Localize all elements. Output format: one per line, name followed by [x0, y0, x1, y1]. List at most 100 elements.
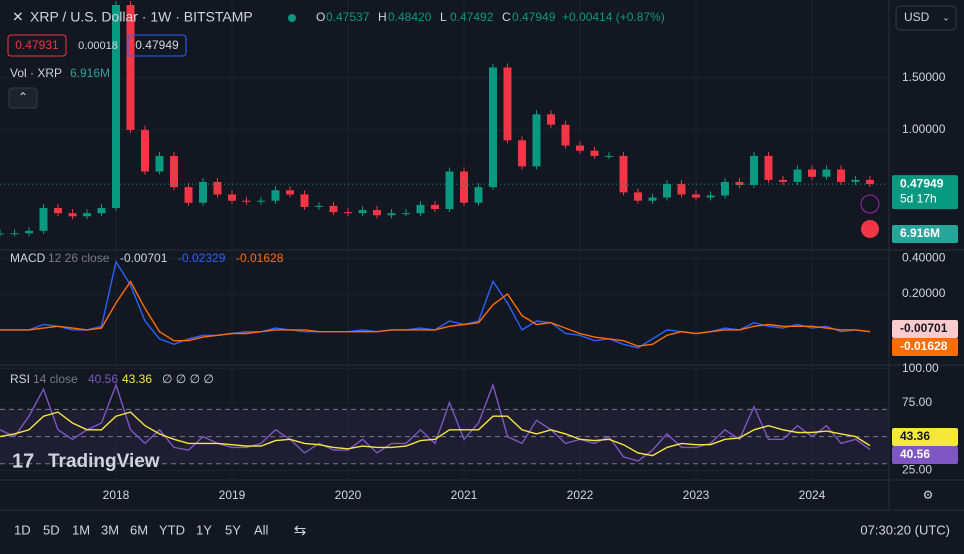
status-dot	[288, 14, 296, 22]
candle-body	[112, 5, 120, 208]
candle-body	[692, 194, 700, 198]
candle-body	[228, 194, 236, 201]
close-icon[interactable]: ✕	[12, 9, 24, 25]
range-button[interactable]: 5D	[43, 522, 60, 537]
x-tick-label: 2021	[451, 488, 478, 502]
ohlc-key: L	[440, 10, 447, 24]
candle-body	[213, 181, 222, 195]
candle-body	[68, 213, 77, 217]
macd-histogram-value: -0.00701	[120, 251, 168, 265]
y-tick-label: 0.40000	[902, 250, 946, 264]
x-tick-label: 2024	[799, 488, 826, 502]
candle-body	[851, 179, 860, 182]
collapse-icon: ⌃	[18, 90, 28, 104]
candle-body	[141, 129, 149, 172]
ask-box[interactable]	[127, 34, 187, 57]
candle-body	[199, 181, 207, 203]
date-range-icon[interactable]: ⇆	[294, 522, 307, 539]
y-tick-label: 75.00	[902, 395, 932, 409]
price-badge	[892, 338, 958, 356]
price-badge-text: -0.01628	[900, 339, 948, 353]
ohlc-key: C	[502, 10, 511, 24]
x-tick-label: 2022	[567, 488, 594, 502]
logo-mark: 17	[12, 450, 34, 472]
y-tick-label: 1.00000	[902, 122, 946, 136]
candle-body	[576, 145, 584, 151]
price-badge-text: 6.916M	[900, 226, 940, 240]
range-button[interactable]: All	[254, 522, 269, 537]
range-button[interactable]: 6M	[130, 522, 148, 537]
candle-body	[54, 207, 62, 214]
clock: 07:30:20 (UTC)	[860, 522, 950, 537]
candle-body	[532, 114, 541, 167]
candle-body	[257, 200, 265, 202]
x-tick-label: 2018	[103, 488, 130, 502]
candle-body	[97, 207, 106, 214]
volume-label: Vol · XRP	[10, 66, 62, 80]
candle-body	[547, 114, 555, 125]
range-button[interactable]: 1M	[72, 522, 90, 537]
candle-body	[648, 197, 657, 201]
price-badge	[892, 446, 958, 464]
candle-body	[155, 155, 164, 172]
candle-body	[663, 184, 671, 198]
candle-body	[866, 179, 874, 185]
price-badge-text: 43.36	[900, 429, 930, 443]
ohlc-value: 0.47492	[450, 10, 494, 24]
alert-icon[interactable]	[860, 194, 880, 214]
range-button[interactable]: 3M	[101, 522, 119, 537]
bid-box[interactable]	[7, 34, 67, 57]
signal-value: -0.01628	[236, 251, 284, 265]
price-badge-text: -0.00701	[900, 321, 948, 335]
candle-body	[503, 67, 512, 141]
ohlc-value: 0.47949	[512, 10, 556, 24]
candle-body	[184, 187, 193, 203]
candle-body	[315, 205, 323, 207]
rsi-extra: ∅ ∅ ∅ ∅	[162, 372, 214, 386]
price-badge	[892, 320, 958, 338]
collapse-button[interactable]	[8, 87, 38, 109]
range-button[interactable]: 5Y	[225, 522, 241, 537]
candle-body	[619, 155, 628, 193]
candle-body	[373, 210, 381, 216]
x-tick-label: 2023	[683, 488, 710, 502]
chevron: ⌄	[942, 12, 950, 22]
logo: TradingView	[48, 451, 160, 472]
signal-line	[0, 280, 871, 347]
candle-body	[271, 190, 280, 201]
candle-body	[764, 155, 773, 180]
change: +0.00414 (+0.87%)	[562, 10, 665, 24]
y-tick-label: 1.50000	[902, 70, 946, 84]
candle-body	[126, 5, 135, 130]
range-button[interactable]: 1Y	[196, 522, 212, 537]
candle-body	[0, 233, 4, 235]
rsi-line	[0, 382, 871, 462]
range-button[interactable]: YTD	[159, 522, 185, 537]
price-badge-text: 40.56	[900, 447, 930, 461]
settings-icon[interactable]: ⚙	[923, 488, 934, 502]
x-tick-label: 2020	[335, 488, 362, 502]
range-button[interactable]: 1D	[14, 522, 31, 537]
y-tick-label: 25.00	[902, 463, 932, 477]
currency-select[interactable]	[895, 5, 957, 31]
candle-body	[706, 195, 715, 198]
candle-body	[750, 155, 758, 186]
candle-body	[605, 155, 613, 157]
symbol: XRP / U.S. Dollar · 1W · BITSTAMP	[30, 9, 253, 25]
candle-body	[83, 213, 91, 217]
spread: 0.00018	[78, 40, 118, 52]
ask: 0.47949	[135, 38, 179, 52]
candle-body	[793, 169, 802, 182]
candle-body	[677, 184, 686, 195]
candle-body	[808, 169, 816, 177]
candle-body	[489, 67, 497, 188]
rsi-ma-line	[0, 411, 871, 457]
y-tick-label: 100.00	[902, 361, 939, 375]
flag-icon[interactable]	[861, 220, 879, 238]
macd-params: 12 26 close	[48, 251, 110, 265]
candle-body	[242, 200, 251, 202]
bid: 0.47931	[15, 38, 59, 52]
macd-title: MACD	[10, 251, 46, 265]
